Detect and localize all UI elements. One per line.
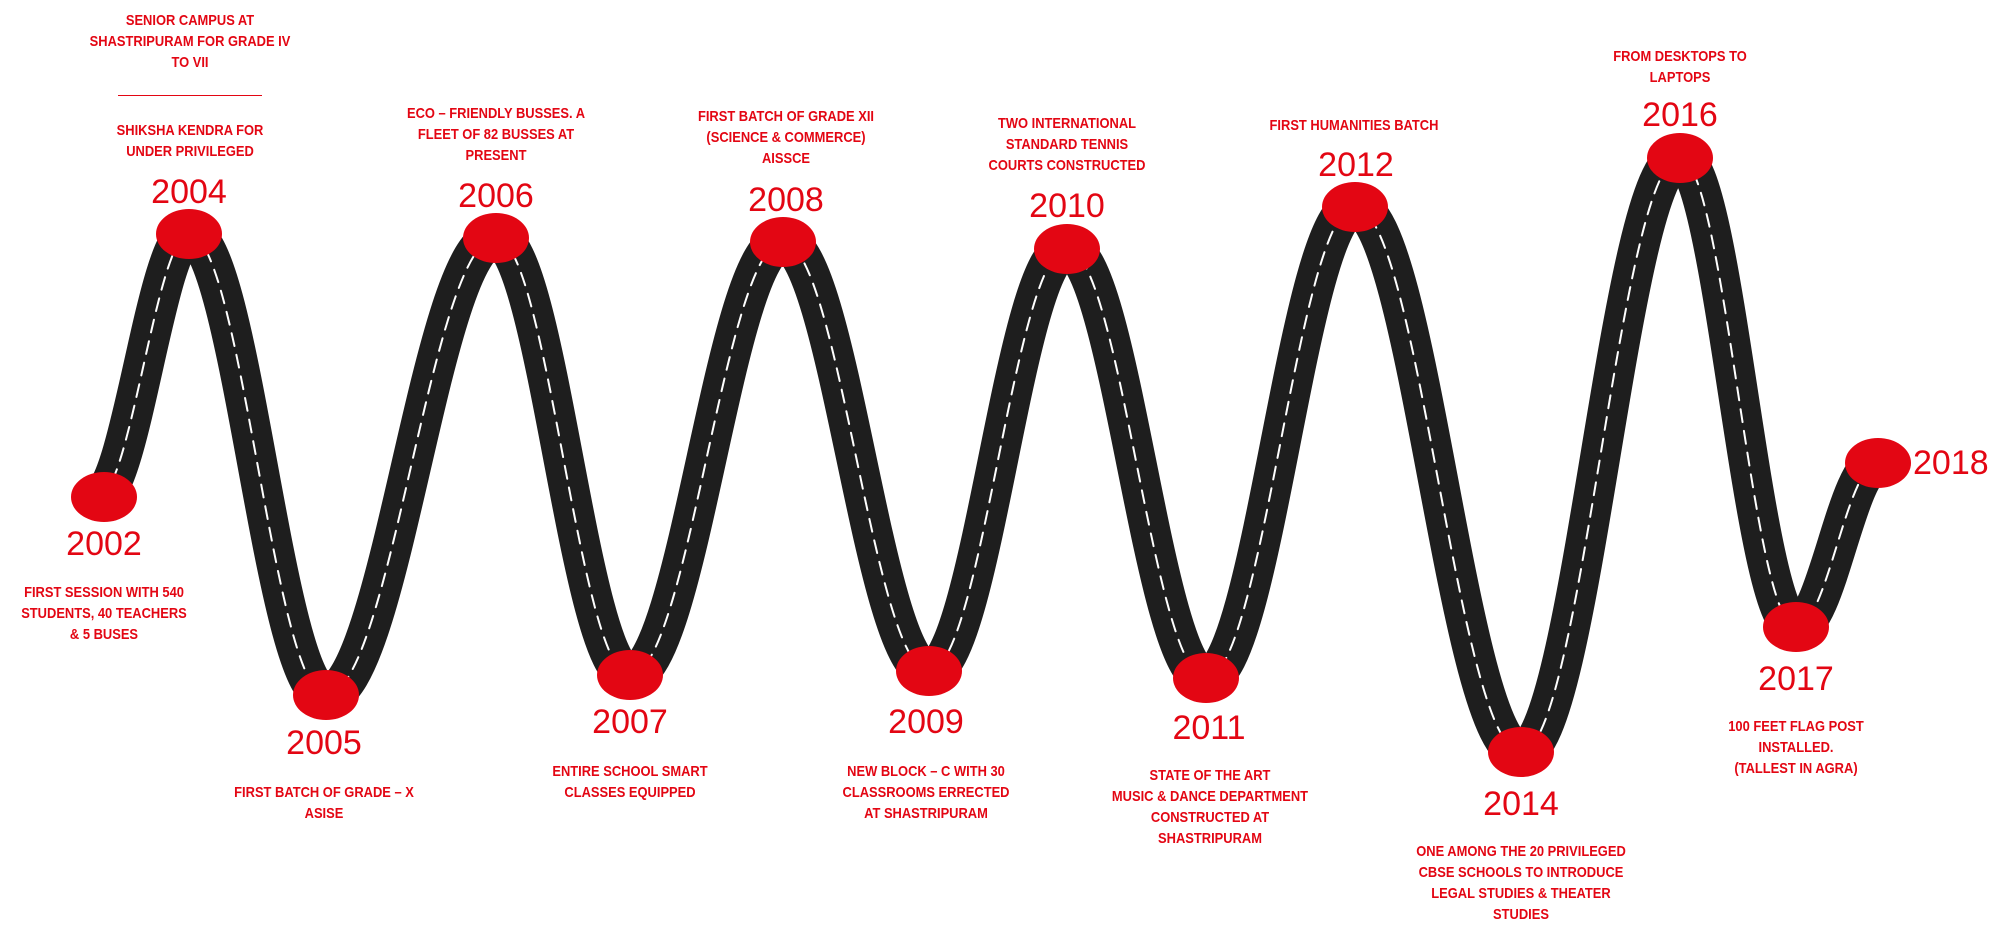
milestone-2016-text-line: LAPTOPS xyxy=(1649,69,1711,86)
milestone-2010-node xyxy=(1034,224,1100,274)
milestone-2017-node xyxy=(1763,602,1829,652)
milestone-2012-text-line: FIRST HUMANITIES BATCH xyxy=(1269,117,1439,134)
milestone-2007-node xyxy=(597,650,663,700)
milestone-2014-year: 2014 xyxy=(1483,785,1559,823)
milestone-2017-year: 2017 xyxy=(1758,660,1834,698)
milestone-2010-text-line: TWO INTERNATIONAL xyxy=(997,115,1137,132)
milestone-2004-text: SHIKSHA KENDRA FOR UNDER PRIVILEGED xyxy=(78,120,302,162)
milestone-2008-text-line: AISSCE xyxy=(761,150,811,167)
milestone-2006-year: 2006 xyxy=(458,177,534,215)
milestone-2011-text: STATE OF THE ART MUSIC & DANCE DEPARTMENT… xyxy=(1098,765,1322,849)
milestone-2012-text: FIRST HUMANITIES BATCH xyxy=(1242,115,1466,136)
milestone-2017-text: 100 FEET FLAG POST INSTALLED. (TALLEST IN … xyxy=(1684,716,1908,779)
milestone-2004-text-line: SHIKSHA KENDRA FOR xyxy=(116,122,264,139)
milestone-2014-text: ONE AMONG THE 20 PRIVILEGED CBSE SCHOOLS … xyxy=(1409,841,1633,925)
milestone-2010-text-line: COURTS CONSTRUCTED xyxy=(988,157,1146,174)
milestone-2016-text: FROM DESKTOPS TO LAPTOPS xyxy=(1568,46,1792,88)
milestone-2002-node xyxy=(71,472,137,522)
milestone-2006-text-line: PRESENT xyxy=(465,147,527,164)
milestone-2009-text-line: NEW BLOCK – C WITH 30 xyxy=(847,763,1005,780)
milestone-2002-text-line: & 5 BUSES xyxy=(69,626,139,643)
milestone-2011-text-line: STATE OF THE ART xyxy=(1149,767,1271,784)
milestone-2010-text-line: STANDARD TENNIS xyxy=(1005,136,1129,153)
milestone-2010-year: 2010 xyxy=(1029,187,1105,225)
milestone-2008-text-line: (SCIENCE & COMMERCE) xyxy=(706,129,866,146)
milestone-2007-text-line: ENTIRE SCHOOL SMART xyxy=(552,763,708,780)
milestone-2007-text: ENTIRE SCHOOL SMART CLASSES EQUIPPED xyxy=(518,761,742,803)
milestone-2008-node xyxy=(750,217,816,267)
milestone-2007-year: 2007 xyxy=(592,703,668,741)
milestone-2002-text-line: STUDENTS, 40 TEACHERS xyxy=(21,605,187,622)
milestone-2006-text-line: ECO – FRIENDLY BUSSES. A xyxy=(406,105,586,122)
milestone-2016-year: 2016 xyxy=(1642,96,1718,134)
milestone-2009-node xyxy=(896,646,962,696)
milestone-2009-text: NEW BLOCK – C WITH 30 CLASSROOMS ERRECTED… xyxy=(814,761,1038,824)
milestone-2008-text-line: FIRST BATCH OF GRADE XII xyxy=(697,108,875,125)
milestone-2006-node xyxy=(463,213,529,263)
milestone-2002-year: 2002 xyxy=(66,525,142,563)
milestone-2005-text-line: FIRST BATCH OF GRADE – X xyxy=(234,784,414,801)
milestone-2005-text-line: ASISE xyxy=(304,805,344,822)
milestone-2017-text-line: INSTALLED. xyxy=(1758,739,1834,756)
road-body xyxy=(78,138,1898,772)
milestone-2011-year: 2011 xyxy=(1172,709,1246,747)
milestone-2016-text-line: FROM DESKTOPS TO xyxy=(1613,48,1747,65)
milestone-2011-text-line: CONSTRUCTED AT xyxy=(1150,809,1270,826)
milestone-2008-year: 2008 xyxy=(748,181,824,219)
milestone-2012-node xyxy=(1322,182,1388,232)
milestone-2018-node xyxy=(1845,438,1911,488)
milestone-2005-node xyxy=(293,670,359,720)
milestone-2018-year: 2018 xyxy=(1913,444,1989,482)
milestone-2017-text-line: 100 FEET FLAG POST xyxy=(1728,718,1864,735)
milestone-2011-text-line: MUSIC & DANCE DEPARTMENT xyxy=(1111,788,1309,805)
milestone-2009-year: 2009 xyxy=(888,703,964,741)
milestone-2002-text: FIRST SESSION WITH 540 STUDENTS, 40 TEACH… xyxy=(0,582,216,645)
milestone-2006-text: ECO – FRIENDLY BUSSES. A FLEET OF 82 BUSS… xyxy=(384,103,608,166)
milestone-2005-year: 2005 xyxy=(286,724,362,762)
road-lane-markings xyxy=(97,156,1879,754)
milestone-2014-text-line: CBSE SCHOOLS TO INTRODUCE xyxy=(1418,864,1624,881)
milestone-2008-text: FIRST BATCH OF GRADE XII (SCIENCE & COMME… xyxy=(674,106,898,169)
milestone-2004-text-line: UNDER PRIVILEGED xyxy=(126,143,254,160)
milestone-2014-text-line: LEGAL STUDIES & THEATER xyxy=(1431,885,1611,902)
divider-rule xyxy=(118,95,262,96)
milestone-2007-text-line: CLASSES EQUIPPED xyxy=(564,784,696,801)
milestone-2002-text-line: FIRST SESSION WITH 540 xyxy=(24,584,184,601)
milestone-2005-text: FIRST BATCH OF GRADE – X ASISE xyxy=(212,782,436,824)
milestone-2004-year: 2004 xyxy=(151,173,227,211)
milestone-2004-node xyxy=(156,209,222,259)
milestone-2009-text-line: AT SHASTRIPURAM xyxy=(864,805,988,822)
milestone-2004-extra-text: SENIOR CAMPUS AT SHASTRIPURAM FOR GRADE … xyxy=(89,12,291,71)
milestone-2012-year: 2012 xyxy=(1318,146,1394,184)
milestone-2006-text-line: FLEET OF 82 BUSSES AT xyxy=(417,126,575,143)
milestone-2014-text-line: STUDIES xyxy=(1493,906,1549,923)
milestone-2014-node xyxy=(1488,727,1554,777)
milestone-2010-text: TWO INTERNATIONAL STANDARD TENNIS COURTS C… xyxy=(955,113,1179,176)
milestone-2014-text-line: ONE AMONG THE 20 PRIVILEGED xyxy=(1416,843,1626,860)
milestone-2011-node xyxy=(1173,653,1239,703)
milestone-2011-text-line: SHASTRIPURAM xyxy=(1158,830,1262,847)
milestone-2009-text-line: CLASSROOMS ERRECTED xyxy=(842,784,1010,801)
milestone-2017-text-line: (TALLEST IN AGRA) xyxy=(1734,760,1858,777)
milestone-2016-node xyxy=(1647,133,1713,183)
